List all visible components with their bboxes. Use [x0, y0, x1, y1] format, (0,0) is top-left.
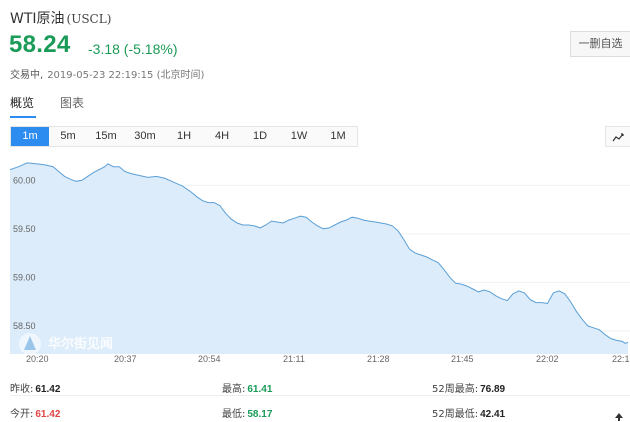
line-chart-icon — [612, 133, 624, 142]
x-tick-label: 20:20 — [26, 354, 49, 364]
instrument-name: WTI原油 — [10, 11, 65, 27]
intraday-area-chart: 60.00 59.50 59.00 58.50 20:20 20:37 20:54 21:1… — [10, 162, 630, 364]
stat-low: 最低: 58.17 — [222, 405, 272, 420]
stat-value: 61.41 — [247, 384, 273, 395]
y-tick-label: 58.50 — [13, 321, 36, 331]
watermark-icon — [24, 336, 36, 350]
price-area — [10, 162, 628, 354]
last-price: 58.24 — [9, 31, 71, 58]
watermark-logo: 华尔街见闻 — [19, 333, 113, 355]
range-5m-button[interactable]: 5m — [60, 130, 76, 142]
active-tab-indicator — [10, 116, 36, 118]
y-tick-label: 59.00 — [13, 272, 36, 282]
range-1d-button[interactable]: 1D — [252, 130, 268, 142]
instrument-code: (USCL) — [66, 12, 112, 26]
range-1month-button[interactable]: 1M — [330, 130, 346, 142]
price-change: -3.18 (-5.18%) — [88, 41, 178, 57]
instrument-title: WTI原油 (USCL) — [10, 8, 111, 28]
x-tick-label: 21:28 — [367, 354, 390, 364]
trading-state: 交易中, — [10, 70, 44, 81]
trading-status: 交易中, 2019-05-23 22:19:15 (北京时间) — [10, 66, 204, 81]
range-15m-button[interactable]: 15m — [95, 130, 117, 142]
stat-value: 42.41 — [480, 409, 506, 420]
stats-panel: 昨收: 61.42 最高: 61.41 52周最高: 76.89 今开: 61.42 最… — [10, 372, 630, 422]
tab-overview[interactable]: 概览 — [10, 96, 35, 110]
y-tick-label: 59.50 — [13, 224, 36, 234]
price-chart[interactable]: 60.00 59.50 59.00 58.50 20:20 20:37 20:54 21:1… — [10, 158, 630, 368]
quote-timestamp: 2019-05-23 22:19:15 (北京时间) — [47, 70, 205, 81]
stat-label: 最低: — [222, 409, 246, 420]
stat-52w-low: 52周最低: 42.41 — [432, 405, 505, 420]
chart-type-toggle[interactable] — [605, 126, 630, 147]
stat-52w-high: 52周最高: 76.89 — [432, 380, 505, 395]
x-tick-label: 20:54 — [198, 354, 221, 364]
stat-value: 61.42 — [35, 384, 61, 395]
x-tick-label: 21:45 — [451, 354, 474, 364]
tab-chart[interactable]: 图表 — [60, 96, 85, 110]
range-1w-button[interactable]: 1W — [290, 130, 308, 142]
range-4h-button[interactable]: 4H — [214, 130, 230, 142]
stat-value: 58.17 — [247, 409, 273, 420]
x-tick-label: 20:37 — [114, 354, 137, 364]
scroll-top-icon[interactable] — [614, 412, 624, 422]
watermark-text: 华尔街见闻 — [48, 336, 113, 352]
stat-label: 昨收: — [10, 384, 34, 395]
timeframe-selector: 1m 5m 15m 30m 1H 4H 1D 1W 1M — [10, 126, 358, 147]
stat-label: 52周最高: — [432, 384, 479, 395]
stat-label: 最高: — [222, 384, 246, 395]
x-tick-label: 22:02 — [536, 354, 559, 364]
stat-prev-close: 昨收: 61.42 — [10, 380, 60, 395]
stat-value: 61.42 — [35, 409, 61, 420]
y-tick-label: 60.00 — [13, 175, 36, 185]
price-line — [10, 162, 629, 344]
range-1m-button[interactable]: 1m — [11, 127, 49, 146]
stat-label: 今开: — [10, 409, 34, 420]
stats-divider — [10, 395, 630, 396]
range-1h-button[interactable]: 1H — [176, 130, 192, 142]
stat-value: 76.89 — [480, 384, 506, 395]
remove-watchlist-button[interactable]: 一删自选 — [570, 31, 630, 57]
range-30m-button[interactable]: 30m — [134, 130, 156, 142]
stat-label: 52周最低: — [432, 409, 479, 420]
stat-open: 今开: 61.42 — [10, 405, 60, 420]
x-tick-label: 22:1 — [612, 354, 630, 364]
x-tick-label: 21:11 — [283, 354, 305, 364]
stat-high: 最高: 61.41 — [222, 380, 272, 395]
